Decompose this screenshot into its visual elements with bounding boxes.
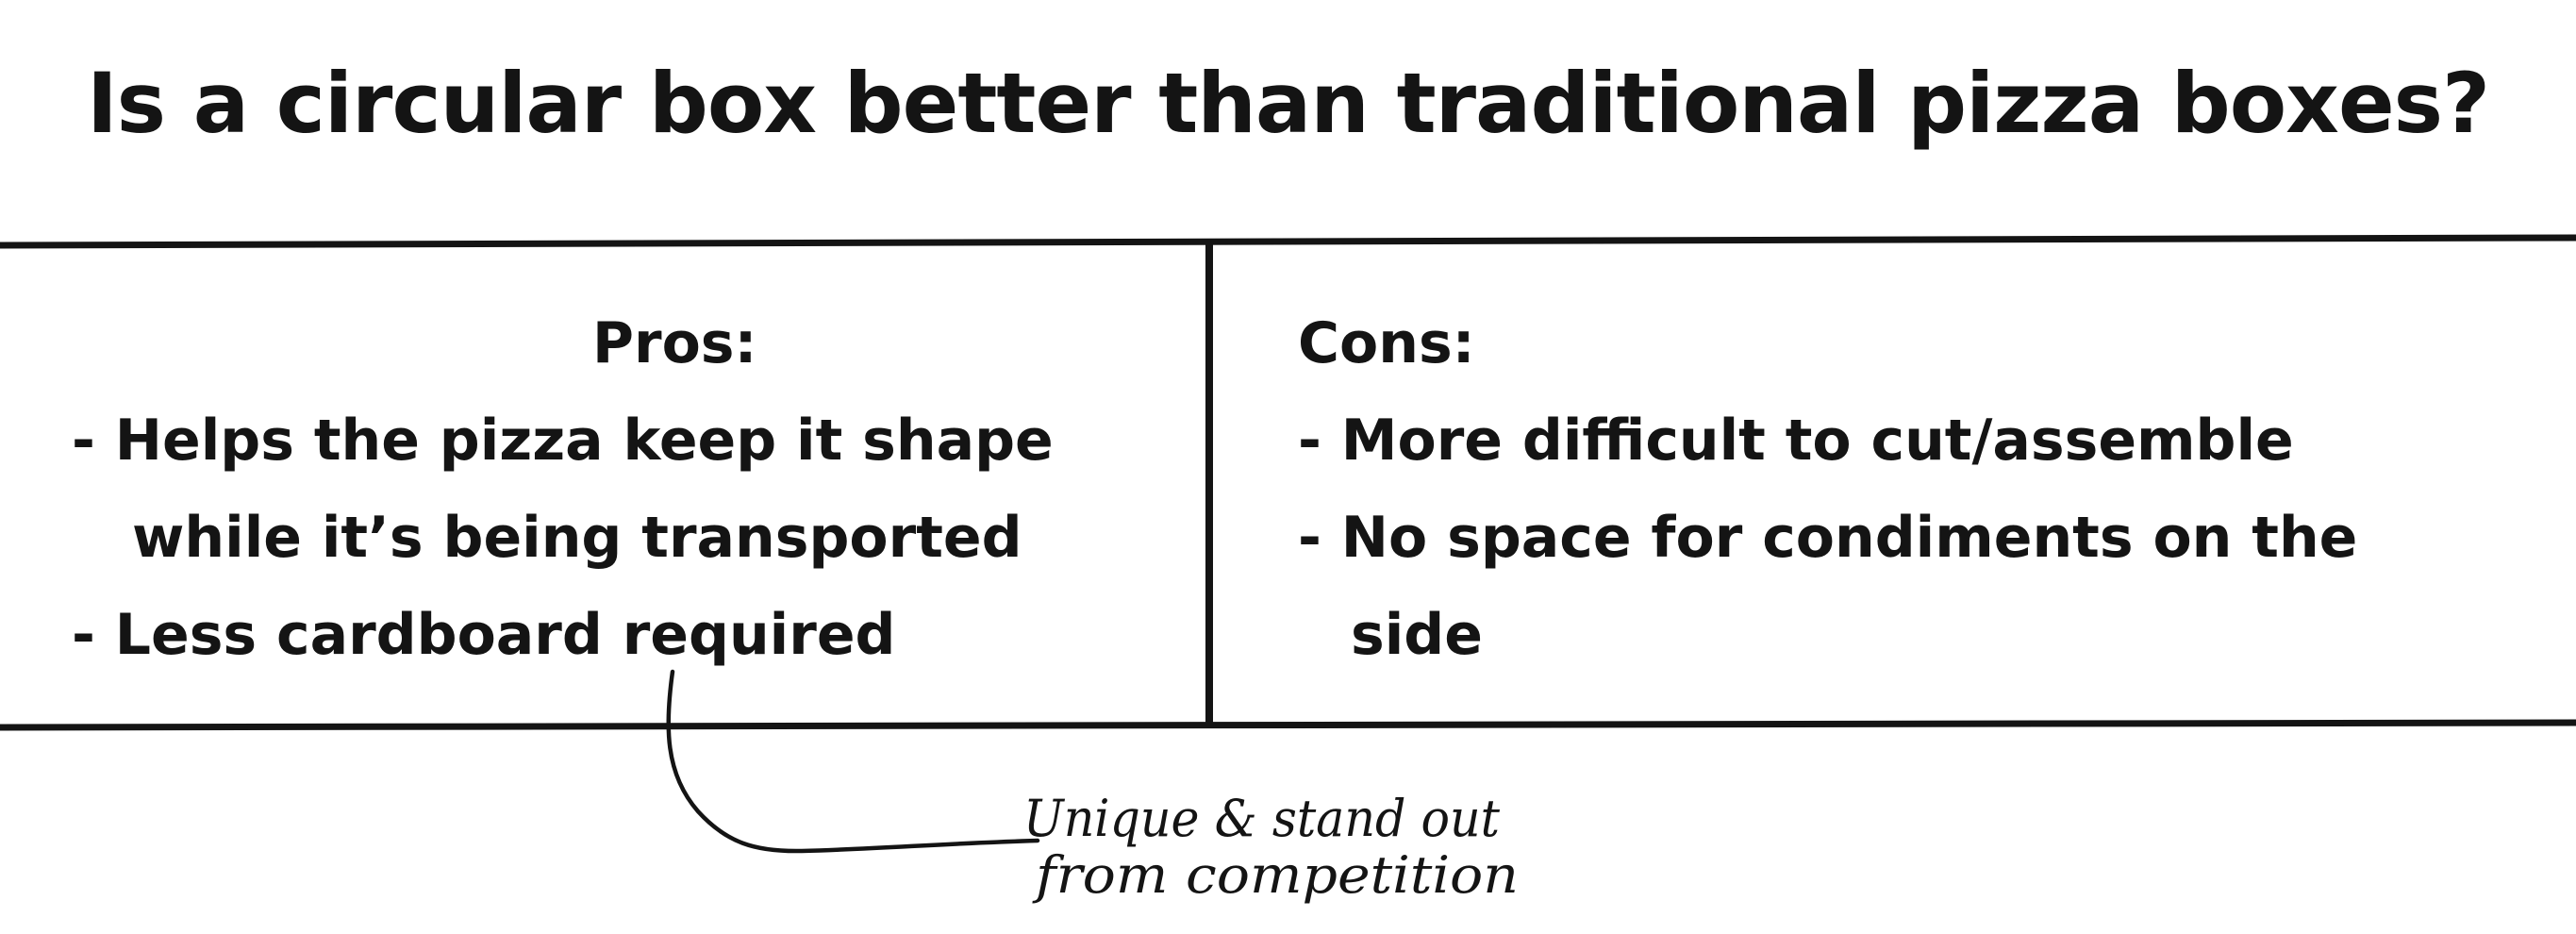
pros-column: Pros: - Helps the pizza keep it shape wh…: [72, 295, 1054, 684]
cons-heading: Cons:: [1298, 310, 1475, 376]
pros-item-2: - Less cardboard required: [72, 602, 896, 668]
cons-item-2: - No space for condiments on the: [1298, 505, 2358, 571]
pros-item-1-continued: while it’s being transported: [132, 505, 1022, 571]
table-bottom-border: [0, 719, 2576, 731]
pros-item-1: - Helps the pizza keep it shape: [72, 408, 1054, 474]
annotation-connector-line: [666, 669, 1040, 854]
cons-item-1: - More difficult to cut/assemble: [1298, 408, 2294, 474]
pros-heading: Pros:: [592, 310, 757, 376]
annotation-line-1: Unique & stand out: [1023, 789, 1500, 848]
page-title: Is a circular box better than traditiona…: [86, 55, 2490, 152]
cons-item-2-continued: side: [1351, 602, 1483, 668]
cons-column: Cons: - More difficult to cut/assemble -…: [1298, 295, 2357, 684]
table-top-border: [0, 234, 2576, 249]
annotation-line-2: from competition: [1032, 845, 1519, 905]
